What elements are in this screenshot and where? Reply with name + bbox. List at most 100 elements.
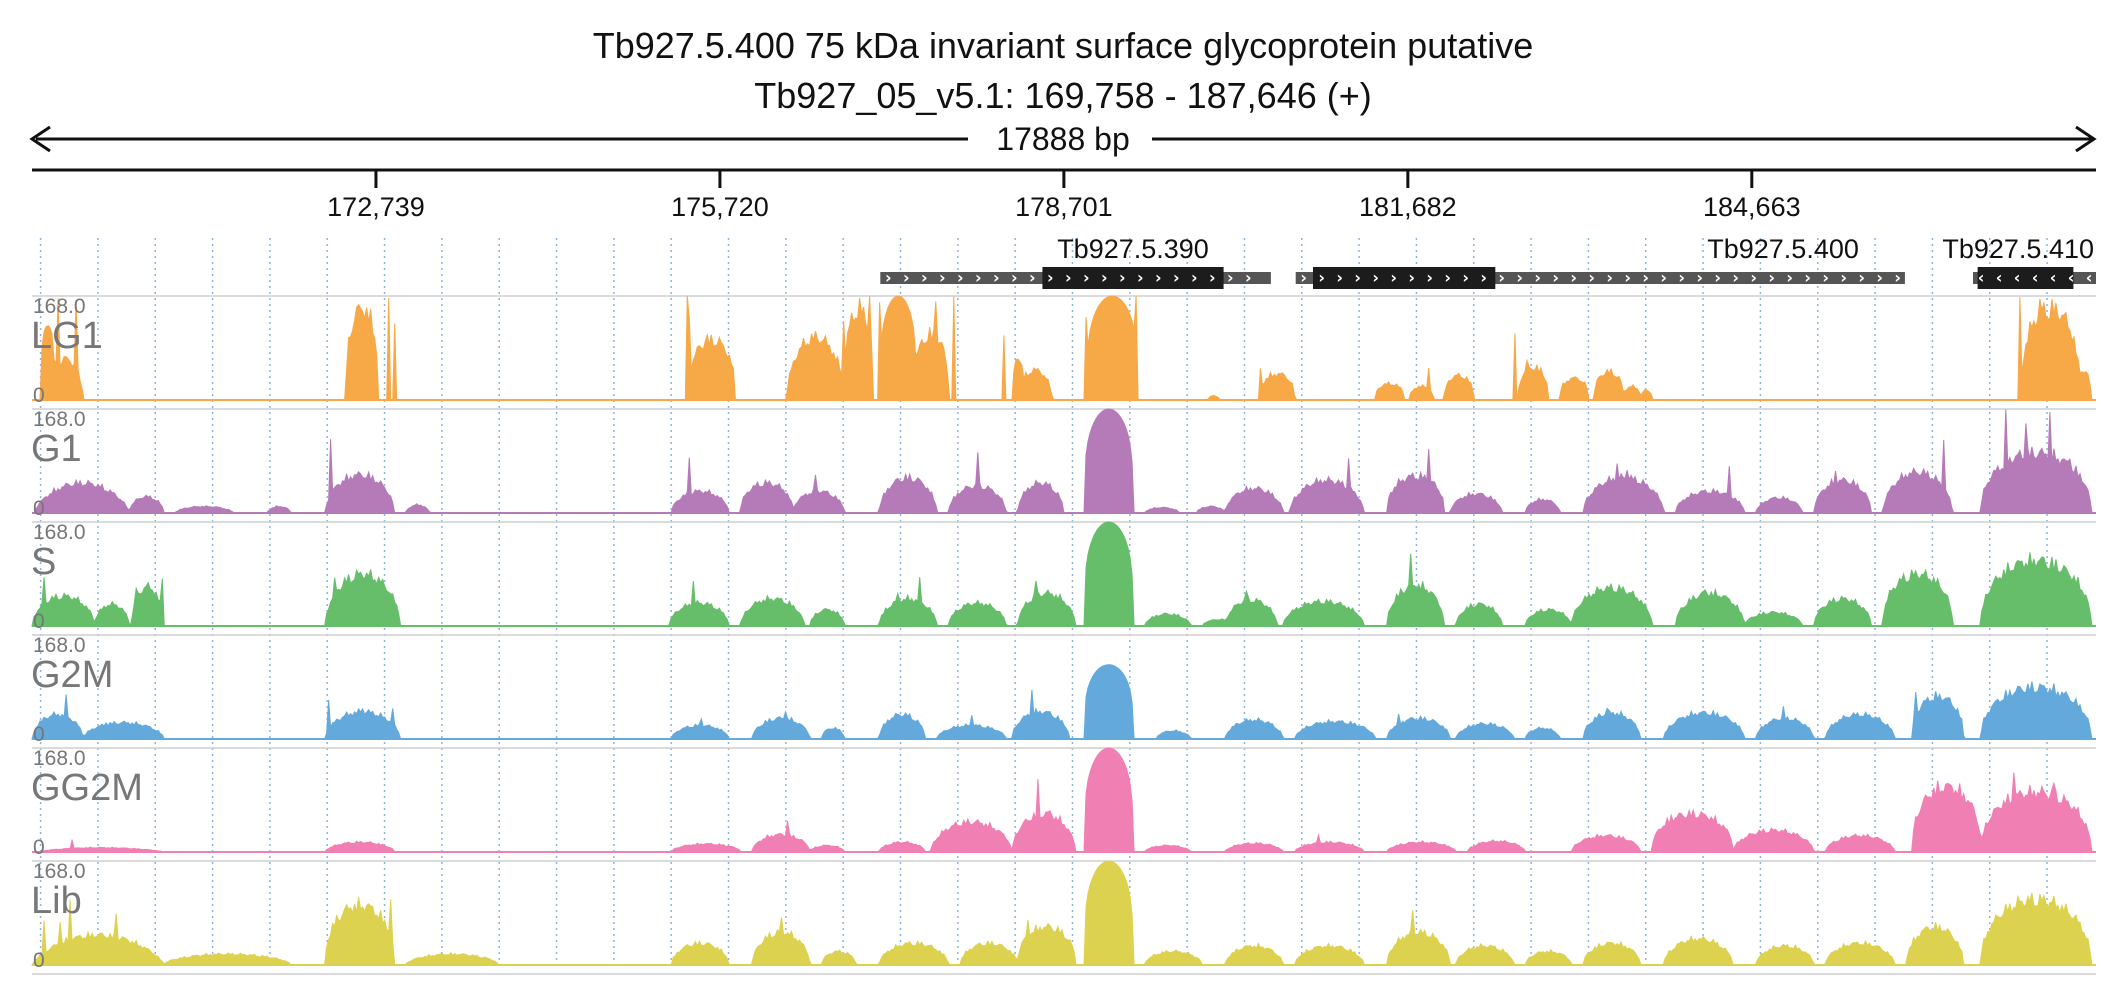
strand-chevron: › — [1822, 268, 1829, 287]
strand-chevron: › — [993, 268, 1000, 287]
gene-label: Tb927.5.390 — [1057, 234, 1209, 264]
strand-chevron: › — [1588, 268, 1595, 287]
axis-tick-label: 175,720 — [671, 192, 769, 222]
track-name-label: LG1 — [31, 315, 103, 357]
strand-chevron: › — [957, 268, 964, 287]
strand-chevron: › — [1119, 268, 1126, 287]
strand-chevron: › — [1354, 268, 1361, 287]
strand-chevron: ‹ — [2050, 268, 2057, 287]
track-min-label: 0 — [33, 723, 45, 746]
strand-chevron: › — [1390, 268, 1397, 287]
strand-chevron: › — [1065, 268, 1072, 287]
strand-chevron: › — [1552, 268, 1559, 287]
strand-chevron: › — [1011, 268, 1018, 287]
track-min-label: 0 — [33, 949, 45, 972]
track-name-label: GG2M — [31, 767, 143, 809]
axis-tick-label: 172,739 — [327, 192, 425, 222]
plot-title-line2: Tb927_05_v5.1: 169,758 - 187,646 (+) — [754, 75, 1371, 116]
track-min-label: 0 — [33, 497, 45, 520]
track-max-label: 168.0 — [33, 521, 86, 544]
track-name-label: G2M — [31, 654, 113, 696]
track-g1: 168.0 0 G1 — [31, 408, 2096, 520]
strand-chevron: › — [1894, 268, 1901, 287]
strand-chevron: › — [1029, 268, 1036, 287]
strand-chevron: › — [1191, 268, 1198, 287]
track-gg2m: 168.0 0 GG2M — [31, 747, 2096, 859]
strand-chevron: › — [1462, 268, 1469, 287]
strand-chevron: › — [1714, 268, 1721, 287]
span-length-label: 17888 bp — [996, 121, 1129, 157]
strand-chevron: ‹ — [2014, 268, 2021, 287]
coverage-area — [31, 664, 2096, 740]
strand-chevron: ‹ — [2032, 268, 2039, 287]
coverage-area — [31, 521, 2096, 628]
gene-feature: › › › › › › › › › › › › › › › › › › › › › › › › › › › › › › › › › › Tb927.… — [1295, 234, 1905, 289]
strand-chevron: › — [1245, 268, 1252, 287]
axis-tick-label: 181,682 — [1359, 192, 1457, 222]
strand-chevron: › — [1336, 268, 1343, 287]
strand-chevron: › — [1101, 268, 1108, 287]
track-min-label: 0 — [33, 610, 45, 633]
track-min-label: 0 — [33, 384, 45, 407]
strand-chevron: › — [1083, 268, 1090, 287]
strand-chevron: › — [1408, 268, 1415, 287]
span-arrowhead-left — [29, 125, 51, 153]
strand-chevron: › — [1426, 268, 1433, 287]
span-arrowhead-right — [2075, 125, 2097, 153]
track-min-label: 0 — [33, 836, 45, 859]
strand-chevron: › — [1300, 268, 1307, 287]
coverage-area — [32, 747, 2096, 853]
strand-chevron: › — [1227, 268, 1234, 287]
strand-chevron: ‹ — [1978, 268, 1985, 287]
gene-cds-bar — [1313, 267, 1496, 289]
track-g2m: 168.0 0 G2M — [31, 634, 2096, 746]
plot-title-line1: Tb927.5.400 75 kDa invariant surface gly… — [593, 25, 1534, 66]
track-max-label: 168.0 — [33, 634, 86, 657]
strand-chevron: › — [1696, 268, 1703, 287]
strand-chevron: › — [1642, 268, 1649, 287]
strand-chevron: › — [1318, 268, 1325, 287]
strand-chevron: › — [1840, 268, 1847, 287]
strand-chevron: › — [1155, 268, 1162, 287]
gene-cds-bar — [1042, 267, 1224, 289]
strand-chevron: › — [1678, 268, 1685, 287]
gene-cds-bar — [1977, 267, 2074, 289]
strand-chevron: › — [975, 268, 982, 287]
coverage-area — [32, 295, 2096, 401]
strand-chevron: › — [921, 268, 928, 287]
strand-chevron: › — [1732, 268, 1739, 287]
strand-chevron: ‹ — [2086, 268, 2093, 287]
strand-chevron: › — [903, 268, 910, 287]
strand-chevron: › — [1534, 268, 1541, 287]
track-lg1: 168.0 0 LG1 — [31, 295, 2096, 407]
coverage-tracks: 168.00LG1168.00G1168.00S168.00G2M168.00G… — [31, 295, 2096, 975]
strand-chevron: › — [1768, 268, 1775, 287]
gene-label: Tb927.5.410 — [1942, 234, 2094, 264]
strand-chevron: › — [1624, 268, 1631, 287]
strand-chevron: › — [1173, 268, 1180, 287]
coverage-area — [31, 860, 2096, 966]
strand-chevron: › — [1786, 268, 1793, 287]
coordinate-axis-ticks: 172,739 175,720 178,701 181,682 184,663 — [327, 170, 1801, 222]
strand-chevron: › — [1750, 268, 1757, 287]
track-max-label: 168.0 — [33, 408, 86, 431]
strand-chevron: › — [1606, 268, 1613, 287]
track-name-label: G1 — [31, 428, 82, 470]
strand-chevron: › — [1516, 268, 1523, 287]
strand-chevron: › — [1480, 268, 1487, 287]
strand-chevron: › — [1570, 268, 1577, 287]
gene-annotation-track: › › › › › › › › › › › › › › › › › › › › › Tb927.5.390 › › › › › › › ›… — [880, 234, 2096, 289]
strand-chevron: ‹ — [2068, 268, 2075, 287]
track-max-label: 168.0 — [33, 860, 86, 883]
strand-chevron: › — [1660, 268, 1667, 287]
track-max-label: 168.0 — [33, 747, 86, 770]
strand-chevron: › — [1047, 268, 1054, 287]
strand-chevron: › — [1804, 268, 1811, 287]
axis-tick-label: 178,701 — [1015, 192, 1113, 222]
strand-chevron: › — [1209, 268, 1216, 287]
axis-tick-label: 184,663 — [1703, 192, 1801, 222]
gene-feature: ‹ ‹ ‹ ‹ ‹ ‹ ‹ Tb927.5.410 — [1942, 234, 2096, 289]
track-lib: 168.0 0 Lib — [31, 860, 2096, 972]
strand-chevron: › — [1498, 268, 1505, 287]
